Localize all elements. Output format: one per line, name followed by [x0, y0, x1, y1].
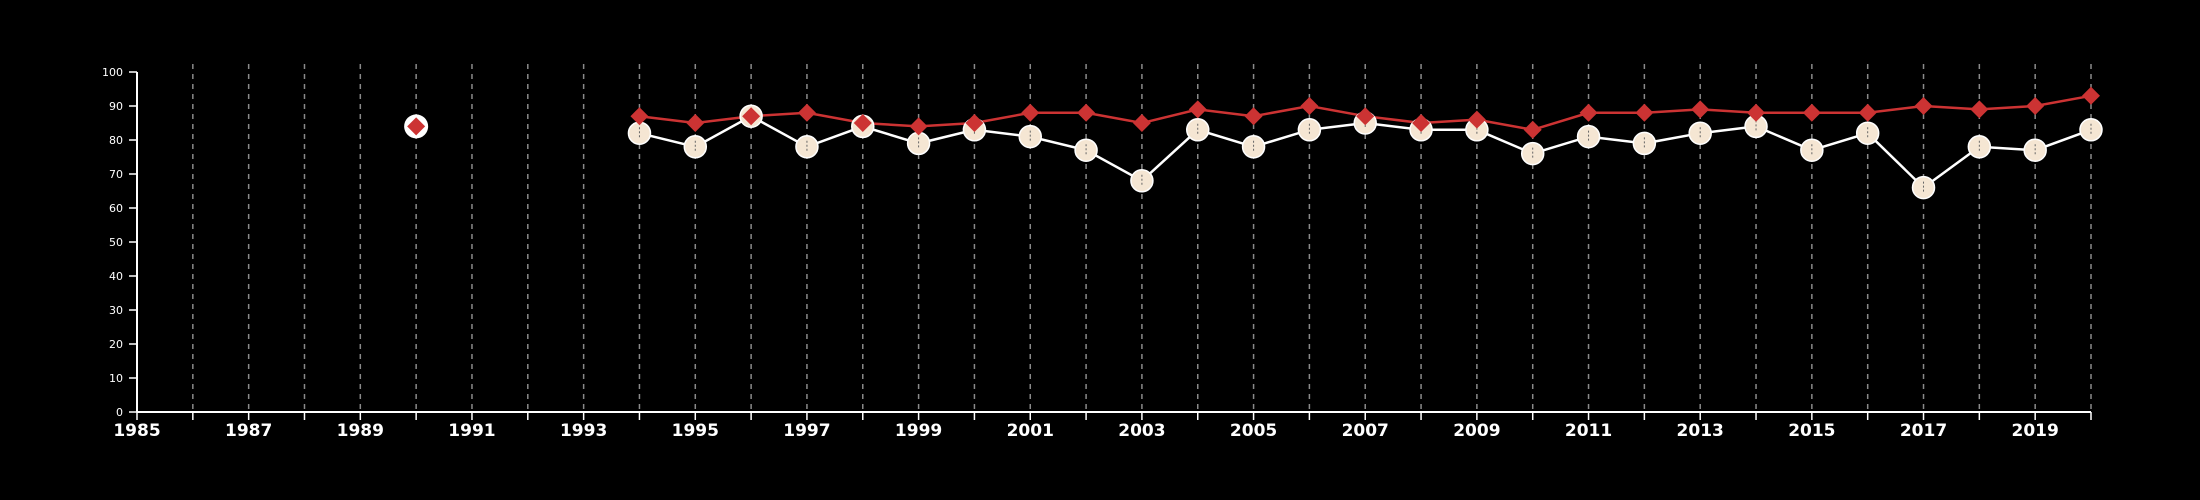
x-tick-label: 2011 [1565, 421, 1612, 441]
data-point-diamond [1747, 103, 1766, 122]
y-tick-label: 60 [109, 202, 123, 215]
x-tick-label: 2005 [1230, 421, 1277, 441]
data-point-diamond [965, 114, 984, 132]
y-tick-label: 100 [102, 66, 123, 79]
x-tick-label: 1991 [448, 421, 495, 441]
data-point-diamond [686, 114, 705, 132]
data-point-diamond [1802, 103, 1821, 122]
y-tick-label: 10 [109, 372, 123, 385]
x-tick-label: 1997 [783, 421, 830, 441]
data-point-diamond [1914, 97, 1933, 115]
data-point-diamond [630, 107, 649, 126]
data-point-diamond [2026, 97, 2045, 115]
data-point-diamond [909, 117, 928, 136]
y-tick-label: 40 [109, 270, 123, 283]
vertical-gridlines [192, 64, 2092, 412]
y-tick-label: 20 [109, 338, 123, 351]
data-point-diamond [1188, 100, 1207, 119]
x-tick-label: 1993 [560, 421, 607, 441]
x-tick-label: 1989 [337, 421, 384, 441]
data-point-diamond [1523, 120, 1542, 139]
data-point-diamond [1021, 103, 1040, 122]
data-point-diamond [1132, 114, 1151, 132]
data-point-diamond [407, 117, 426, 136]
y-tick-label: 70 [109, 168, 123, 181]
x-tick-label: 1987 [225, 421, 272, 441]
y-tick-label: 80 [109, 134, 123, 147]
x-tick-label: 2017 [1900, 421, 1947, 441]
y-tick-label: 0 [116, 406, 123, 419]
y-tick-label: 50 [109, 236, 123, 249]
x-tick-label: 1985 [113, 421, 160, 441]
axis-ticks: 0 10 20 30 40 50 60 70 80 90 100 1985 1987 1989 1991 19… [102, 66, 2092, 441]
x-tick-label: 2009 [1453, 421, 1500, 441]
y-tick-label: 90 [109, 100, 123, 113]
y-tick-label: 30 [109, 304, 123, 317]
data-series [404, 86, 2103, 200]
data-point-diamond [1467, 110, 1486, 129]
data-point-diamond [742, 107, 761, 126]
data-point-diamond [1356, 107, 1375, 126]
data-point-diamond [2082, 86, 2100, 105]
data-point-diamond [1077, 103, 1096, 122]
x-tick-label: 2003 [1118, 421, 1165, 441]
data-point-diamond [1579, 103, 1598, 122]
data-point-diamond [1858, 103, 1877, 122]
x-tick-label: 1995 [672, 421, 719, 441]
x-tick-label: 2019 [2012, 421, 2059, 441]
x-tick-label: 2015 [1788, 421, 1835, 441]
data-point-diamond [1970, 100, 1989, 119]
x-tick-label: 1999 [895, 421, 942, 441]
x-tick-label: 2007 [1342, 421, 1389, 441]
axes [136, 72, 2091, 413]
data-point-diamond [1244, 107, 1263, 126]
data-point-diamond [797, 103, 816, 122]
x-tick-label: 2013 [1677, 421, 1724, 441]
data-point-diamond [1691, 100, 1710, 119]
data-point-diamond [853, 114, 872, 132]
data-point-diamond [1635, 103, 1654, 122]
x-tick-label: 2001 [1007, 421, 1054, 441]
data-point-diamond [1300, 97, 1319, 115]
data-point-diamond [1412, 114, 1431, 132]
